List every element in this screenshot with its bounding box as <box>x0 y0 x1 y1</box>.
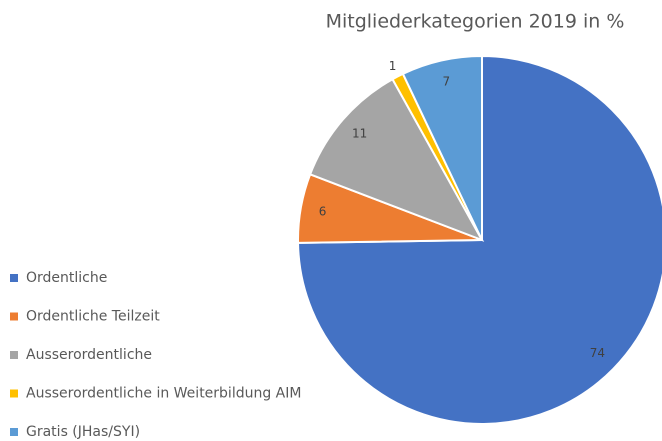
legend-swatch <box>10 351 18 359</box>
chart-title: Mitgliederkategorien 2019 in % <box>326 11 625 33</box>
legend-label: Ordentliche <box>26 270 107 286</box>
data-label: 7 <box>443 75 451 89</box>
legend-swatch <box>10 274 18 282</box>
pie-slice <box>308 77 485 242</box>
legend-swatch <box>10 389 18 398</box>
legend-label: Ausserordentliche <box>26 347 152 363</box>
pie-slice <box>401 54 483 241</box>
data-label: 74 <box>590 346 605 360</box>
legend-label: Ausserordentliche in Weiterbildung AIM <box>26 386 301 402</box>
data-label: 11 <box>352 126 367 140</box>
data-label: 6 <box>319 204 327 218</box>
pie-slice <box>297 54 662 425</box>
legend-swatch <box>10 312 18 321</box>
legend-swatch <box>10 428 18 436</box>
data-label: 1 <box>389 59 397 73</box>
legend-label: Gratis (JHas/SYI) <box>26 424 140 440</box>
legend-label: Ordentliche Teilzeit <box>26 309 160 325</box>
